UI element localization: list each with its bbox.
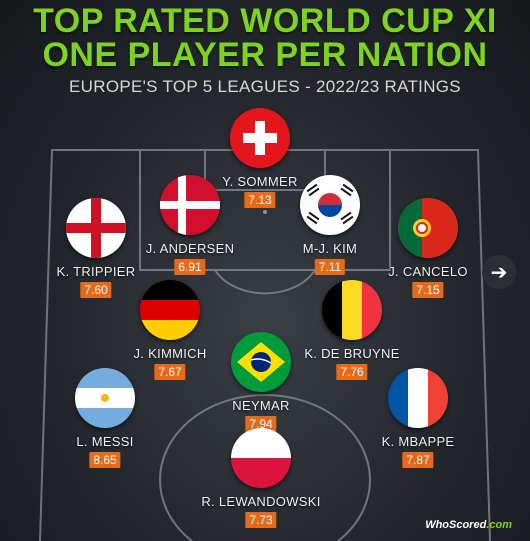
player-name: J. ANDERSEN [145,241,235,256]
player-name: L. MESSI [76,434,134,449]
player-name: J. CANCELO [388,264,468,279]
rating-badge: 7.76 [336,364,368,380]
portugal-flag-icon [398,198,458,258]
player-name: M-J. KIM [302,241,358,256]
player-name: NEYMAR [232,398,290,413]
denmark-flag-icon [160,175,220,235]
player-name: K. DE BRUYNE [304,346,400,361]
player-name: J. KIMMICH [133,346,207,361]
title-line-1: TOP RATED WORLD CUP XI [33,2,497,40]
argentina-flag-icon [75,368,135,428]
next-button[interactable]: ➔ [482,255,516,289]
rating-badge: 7.73 [245,512,277,528]
rating-badge: 8.65 [89,452,121,468]
player-name: K. MBAPPE [381,434,455,449]
south-korea-flag-icon [300,175,360,235]
player-name: K. TRIPPIER [56,264,136,279]
logo-suffix: .com [486,519,512,531]
logo-brand: WhoScored [425,519,487,531]
rating-badge: 7.11 [314,259,346,275]
rating-badge: 7.15 [412,282,444,298]
rating-badge: 6.91 [174,259,206,275]
title-line-2: ONE PLAYER PER NATION [42,36,488,74]
belgium-flag-icon [322,280,382,340]
subtitle: EUROPE'S TOP 5 LEAGUES - 2022/23 RATINGS [69,77,461,96]
rating-badge: 7.67 [154,364,186,380]
england-flag-icon [66,198,126,258]
rating-badge: 7.13 [244,192,276,208]
brazil-flag-icon [231,332,291,392]
germany-flag-icon [140,280,200,340]
france-flag-icon [388,368,448,428]
player-name: R. LEWANDOWSKI [201,494,321,509]
switzerland-flag-icon [230,108,290,168]
player-name: Y. SOMMER [222,174,298,189]
rating-badge: 7.87 [402,452,434,468]
poland-flag-icon [231,428,291,488]
rating-badge: 7.60 [80,282,112,298]
whoscored-logo: WhoScored.com [425,519,512,531]
arrow-right-icon: ➔ [490,261,508,284]
